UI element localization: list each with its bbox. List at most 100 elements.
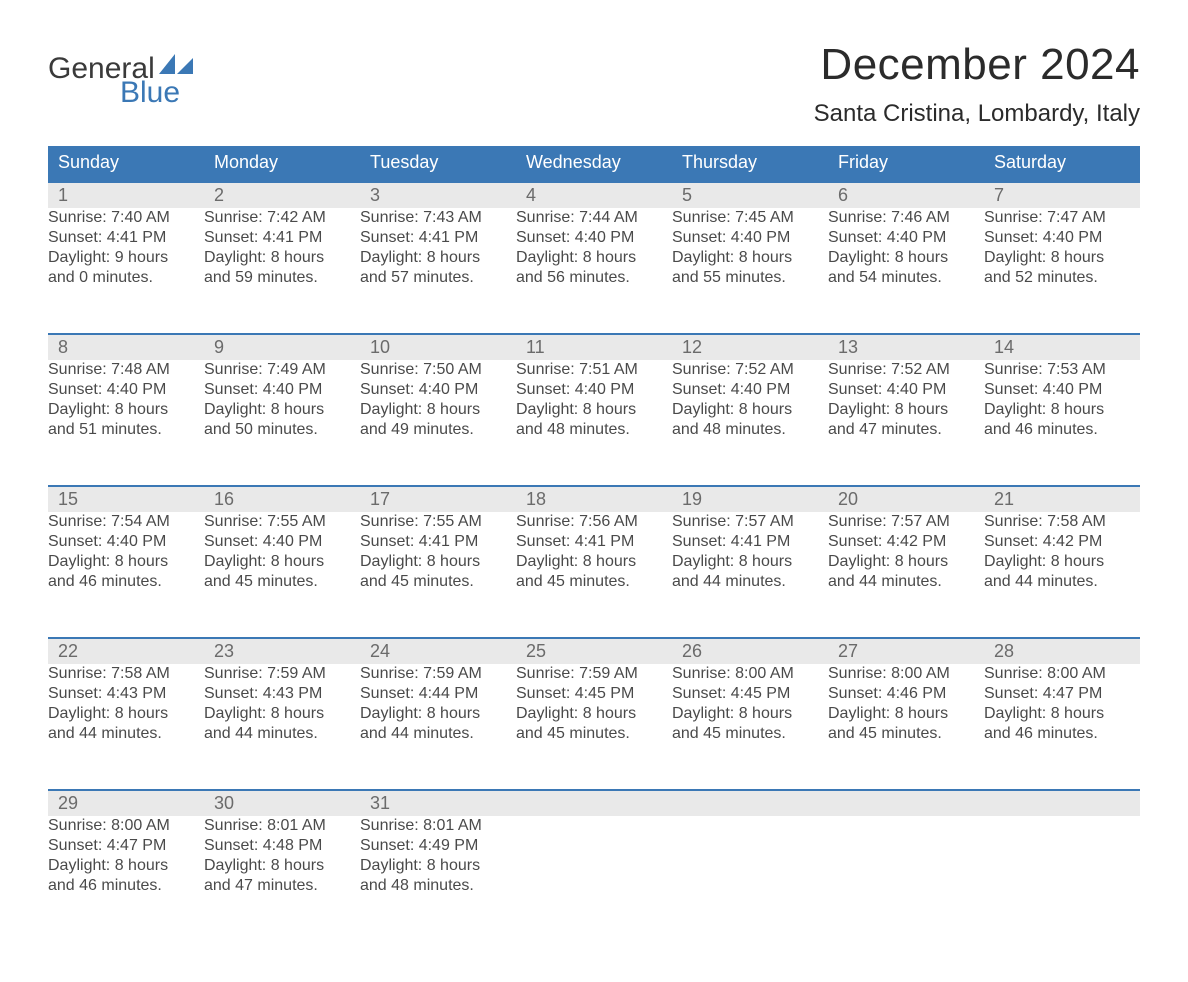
sunset-line: Sunset: 4:43 PM: [48, 684, 204, 704]
sunset-line: Sunset: 4:41 PM: [672, 532, 828, 552]
day-text: Sunrise: 8:00 AMSunset: 4:47 PMDaylight:…: [48, 816, 204, 896]
daylight-line-2: and 47 minutes.: [828, 420, 984, 440]
day-number: 9: [204, 335, 360, 360]
week-body-row: Sunrise: 7:48 AMSunset: 4:40 PMDaylight:…: [48, 360, 1140, 486]
day-text: Sunrise: 7:59 AMSunset: 4:44 PMDaylight:…: [360, 664, 516, 744]
day-text: Sunrise: 7:58 AMSunset: 4:43 PMDaylight:…: [48, 664, 204, 744]
day-cell: Sunrise: 7:56 AMSunset: 4:41 PMDaylight:…: [516, 512, 672, 638]
week-body-row: Sunrise: 7:40 AMSunset: 4:41 PMDaylight:…: [48, 208, 1140, 334]
weekday-header: Friday: [828, 146, 984, 182]
day-number: 8: [48, 335, 204, 360]
daynum-cell: 15: [48, 486, 204, 512]
day-number: 1: [48, 183, 204, 208]
sunrise-line: Sunrise: 7:58 AM: [48, 664, 204, 684]
daylight-line-2: and 46 minutes.: [48, 572, 204, 592]
day-text: Sunrise: 8:00 AMSunset: 4:46 PMDaylight:…: [828, 664, 984, 744]
day-number: 29: [48, 791, 204, 816]
sunset-line: Sunset: 4:45 PM: [672, 684, 828, 704]
daylight-line-1: Daylight: 8 hours: [828, 704, 984, 724]
daynum-cell: [516, 790, 672, 816]
daynum-cell: 13: [828, 334, 984, 360]
daylight-line-1: Daylight: 8 hours: [48, 552, 204, 572]
daynum-row: 293031: [48, 790, 1140, 816]
sunrise-line: Sunrise: 7:43 AM: [360, 208, 516, 228]
daynum-cell: 18: [516, 486, 672, 512]
sunset-line: Sunset: 4:46 PM: [828, 684, 984, 704]
day-cell: Sunrise: 7:42 AMSunset: 4:41 PMDaylight:…: [204, 208, 360, 334]
daylight-line-1: Daylight: 8 hours: [360, 248, 516, 268]
day-text: Sunrise: 7:53 AMSunset: 4:40 PMDaylight:…: [984, 360, 1140, 440]
sunset-line: Sunset: 4:49 PM: [360, 836, 516, 856]
daylight-line-2: and 44 minutes.: [828, 572, 984, 592]
daynum-cell: [828, 790, 984, 816]
daynum-cell: 8: [48, 334, 204, 360]
daylight-line-1: Daylight: 8 hours: [204, 856, 360, 876]
sunrise-line: Sunrise: 7:47 AM: [984, 208, 1140, 228]
day-text: Sunrise: 7:47 AMSunset: 4:40 PMDaylight:…: [984, 208, 1140, 288]
week-body-row: Sunrise: 8:00 AMSunset: 4:47 PMDaylight:…: [48, 816, 1140, 942]
daynum-cell: 11: [516, 334, 672, 360]
daylight-line-1: Daylight: 8 hours: [828, 552, 984, 572]
day-number: 15: [48, 487, 204, 512]
day-text: Sunrise: 7:57 AMSunset: 4:42 PMDaylight:…: [828, 512, 984, 592]
day-cell: Sunrise: 7:40 AMSunset: 4:41 PMDaylight:…: [48, 208, 204, 334]
sunset-line: Sunset: 4:43 PM: [204, 684, 360, 704]
sunrise-line: Sunrise: 7:51 AM: [516, 360, 672, 380]
day-cell: Sunrise: 7:48 AMSunset: 4:40 PMDaylight:…: [48, 360, 204, 486]
sunrise-line: Sunrise: 7:54 AM: [48, 512, 204, 532]
daylight-line-1: Daylight: 8 hours: [516, 552, 672, 572]
week-body-row: Sunrise: 7:54 AMSunset: 4:40 PMDaylight:…: [48, 512, 1140, 638]
day-text: Sunrise: 7:49 AMSunset: 4:40 PMDaylight:…: [204, 360, 360, 440]
sunset-line: Sunset: 4:40 PM: [828, 228, 984, 248]
daylight-line-2: and 46 minutes.: [48, 876, 204, 896]
daylight-line-1: Daylight: 8 hours: [360, 856, 516, 876]
day-cell: Sunrise: 7:52 AMSunset: 4:40 PMDaylight:…: [828, 360, 984, 486]
day-text: Sunrise: 8:01 AMSunset: 4:48 PMDaylight:…: [204, 816, 360, 896]
daylight-line-1: Daylight: 8 hours: [48, 856, 204, 876]
sunrise-line: Sunrise: 7:50 AM: [360, 360, 516, 380]
sunrise-line: Sunrise: 7:55 AM: [204, 512, 360, 532]
day-cell: [672, 816, 828, 942]
day-cell: Sunrise: 7:50 AMSunset: 4:40 PMDaylight:…: [360, 360, 516, 486]
day-text: Sunrise: 7:45 AMSunset: 4:40 PMDaylight:…: [672, 208, 828, 288]
sunset-line: Sunset: 4:40 PM: [672, 380, 828, 400]
daylight-line-1: Daylight: 8 hours: [516, 400, 672, 420]
weekday-header: Wednesday: [516, 146, 672, 182]
day-text: Sunrise: 8:01 AMSunset: 4:49 PMDaylight:…: [360, 816, 516, 896]
daylight-line-1: Daylight: 8 hours: [984, 400, 1140, 420]
page: General Blue December 2024 Santa Cristin…: [0, 0, 1188, 982]
daylight-line-2: and 57 minutes.: [360, 268, 516, 288]
day-text: Sunrise: 7:55 AMSunset: 4:41 PMDaylight:…: [360, 512, 516, 592]
daylight-line-1: Daylight: 8 hours: [204, 248, 360, 268]
day-cell: Sunrise: 7:59 AMSunset: 4:43 PMDaylight:…: [204, 664, 360, 790]
day-text: Sunrise: 7:40 AMSunset: 4:41 PMDaylight:…: [48, 208, 204, 288]
sunset-line: Sunset: 4:45 PM: [516, 684, 672, 704]
day-number: 17: [360, 487, 516, 512]
sunrise-line: Sunrise: 7:52 AM: [672, 360, 828, 380]
daylight-line-2: and 49 minutes.: [360, 420, 516, 440]
sunrise-line: Sunrise: 8:00 AM: [828, 664, 984, 684]
day-cell: [984, 816, 1140, 942]
day-text: Sunrise: 8:00 AMSunset: 4:47 PMDaylight:…: [984, 664, 1140, 744]
day-cell: Sunrise: 7:43 AMSunset: 4:41 PMDaylight:…: [360, 208, 516, 334]
day-text: Sunrise: 7:58 AMSunset: 4:42 PMDaylight:…: [984, 512, 1140, 592]
day-cell: Sunrise: 7:59 AMSunset: 4:45 PMDaylight:…: [516, 664, 672, 790]
location-subtitle: Santa Cristina, Lombardy, Italy: [814, 100, 1140, 128]
daylight-line-1: Daylight: 8 hours: [516, 704, 672, 724]
day-number: 2: [204, 183, 360, 208]
daynum-cell: 24: [360, 638, 516, 664]
daylight-line-2: and 59 minutes.: [204, 268, 360, 288]
daynum-cell: 25: [516, 638, 672, 664]
daylight-line-2: and 50 minutes.: [204, 420, 360, 440]
daylight-line-2: and 56 minutes.: [516, 268, 672, 288]
daynum-row: 22232425262728: [48, 638, 1140, 664]
sunset-line: Sunset: 4:40 PM: [672, 228, 828, 248]
day-text: Sunrise: 7:44 AMSunset: 4:40 PMDaylight:…: [516, 208, 672, 288]
weekday-header-row: Sunday Monday Tuesday Wednesday Thursday…: [48, 146, 1140, 182]
sunset-line: Sunset: 4:40 PM: [360, 380, 516, 400]
day-text: Sunrise: 8:00 AMSunset: 4:45 PMDaylight:…: [672, 664, 828, 744]
day-number: 24: [360, 639, 516, 664]
sunrise-line: Sunrise: 7:59 AM: [516, 664, 672, 684]
daylight-line-2: and 45 minutes.: [516, 724, 672, 744]
day-number: 19: [672, 487, 828, 512]
